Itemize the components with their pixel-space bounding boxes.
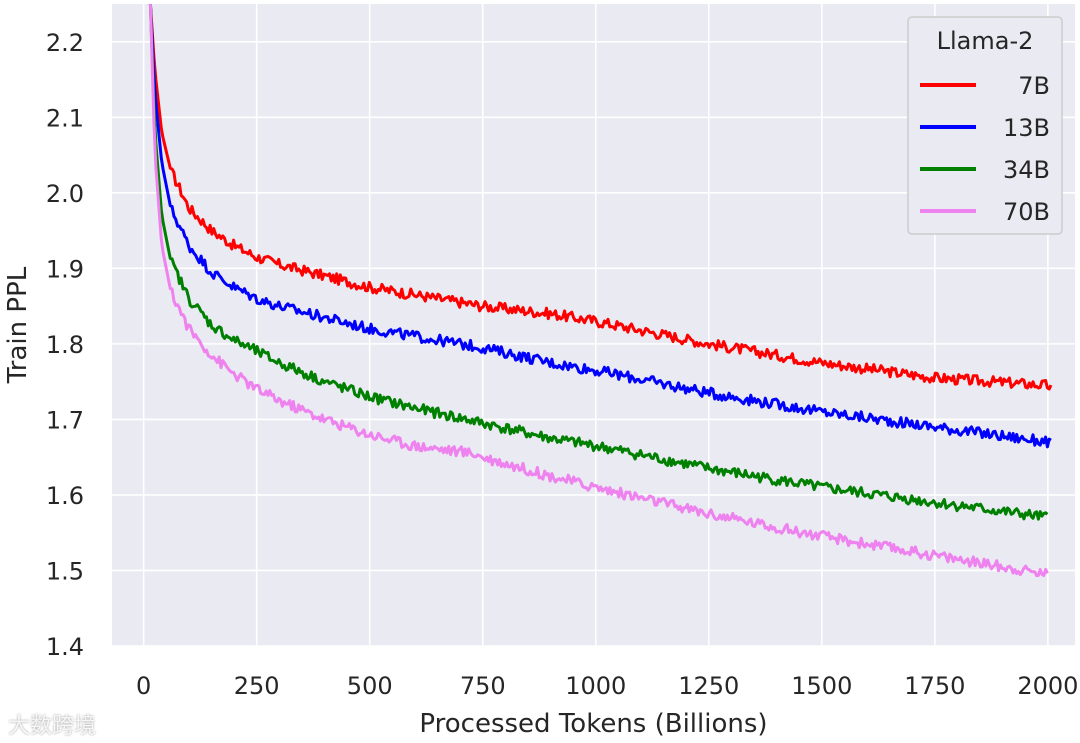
y-tick-label: 2.1 [46,104,84,132]
x-tick-label: 500 [347,672,393,700]
y-tick-label: 1.8 [46,331,84,359]
y-tick-label: 1.4 [46,633,84,661]
legend-box [907,16,1063,235]
series-line-70b [148,4,1049,578]
y-tick-label: 1.7 [46,406,84,434]
x-tick-label: 750 [460,672,506,700]
x-tick-label: 2000 [1017,672,1078,700]
x-tick-label: 1250 [678,672,739,700]
y-tick-label: 1.9 [46,255,84,283]
x-tick-label: 1000 [565,672,626,700]
legend-title: Llama-2 [937,27,1034,55]
series-line-13b [148,4,1052,449]
legend-label: 34B [1003,156,1050,184]
x-tick-label: 1750 [904,672,965,700]
series-layer [148,4,1053,578]
y-tick-label: 1.5 [46,557,84,585]
x-tick-label: 0 [136,672,151,700]
tick-labels: 0 250 500 750 1000 1250 1500 1750 2000 1.4 1.5 1.6 1… [46,29,1079,700]
x-axis-label: Processed Tokens (Billions) [419,709,767,739]
legend-label: 7B [1018,72,1050,100]
legend-label: 70B [1003,198,1050,226]
x-tick-label: 250 [234,672,280,700]
y-tick-label: 1.6 [46,482,84,510]
x-tick-label: 1500 [791,672,852,700]
legend-items: 7B 13B 34B 70B [920,72,1050,226]
series-line-34b [148,4,1049,521]
y-axis-label: Train PPL [3,266,33,384]
legend: Llama-2 7B 13B 34B 70B [907,16,1063,235]
series-line-7b [148,4,1053,391]
watermark: 大数跨境 [8,714,97,739]
legend-label: 13B [1003,114,1050,142]
y-tick-label: 2.0 [46,180,84,208]
y-tick-label: 2.2 [46,29,84,57]
